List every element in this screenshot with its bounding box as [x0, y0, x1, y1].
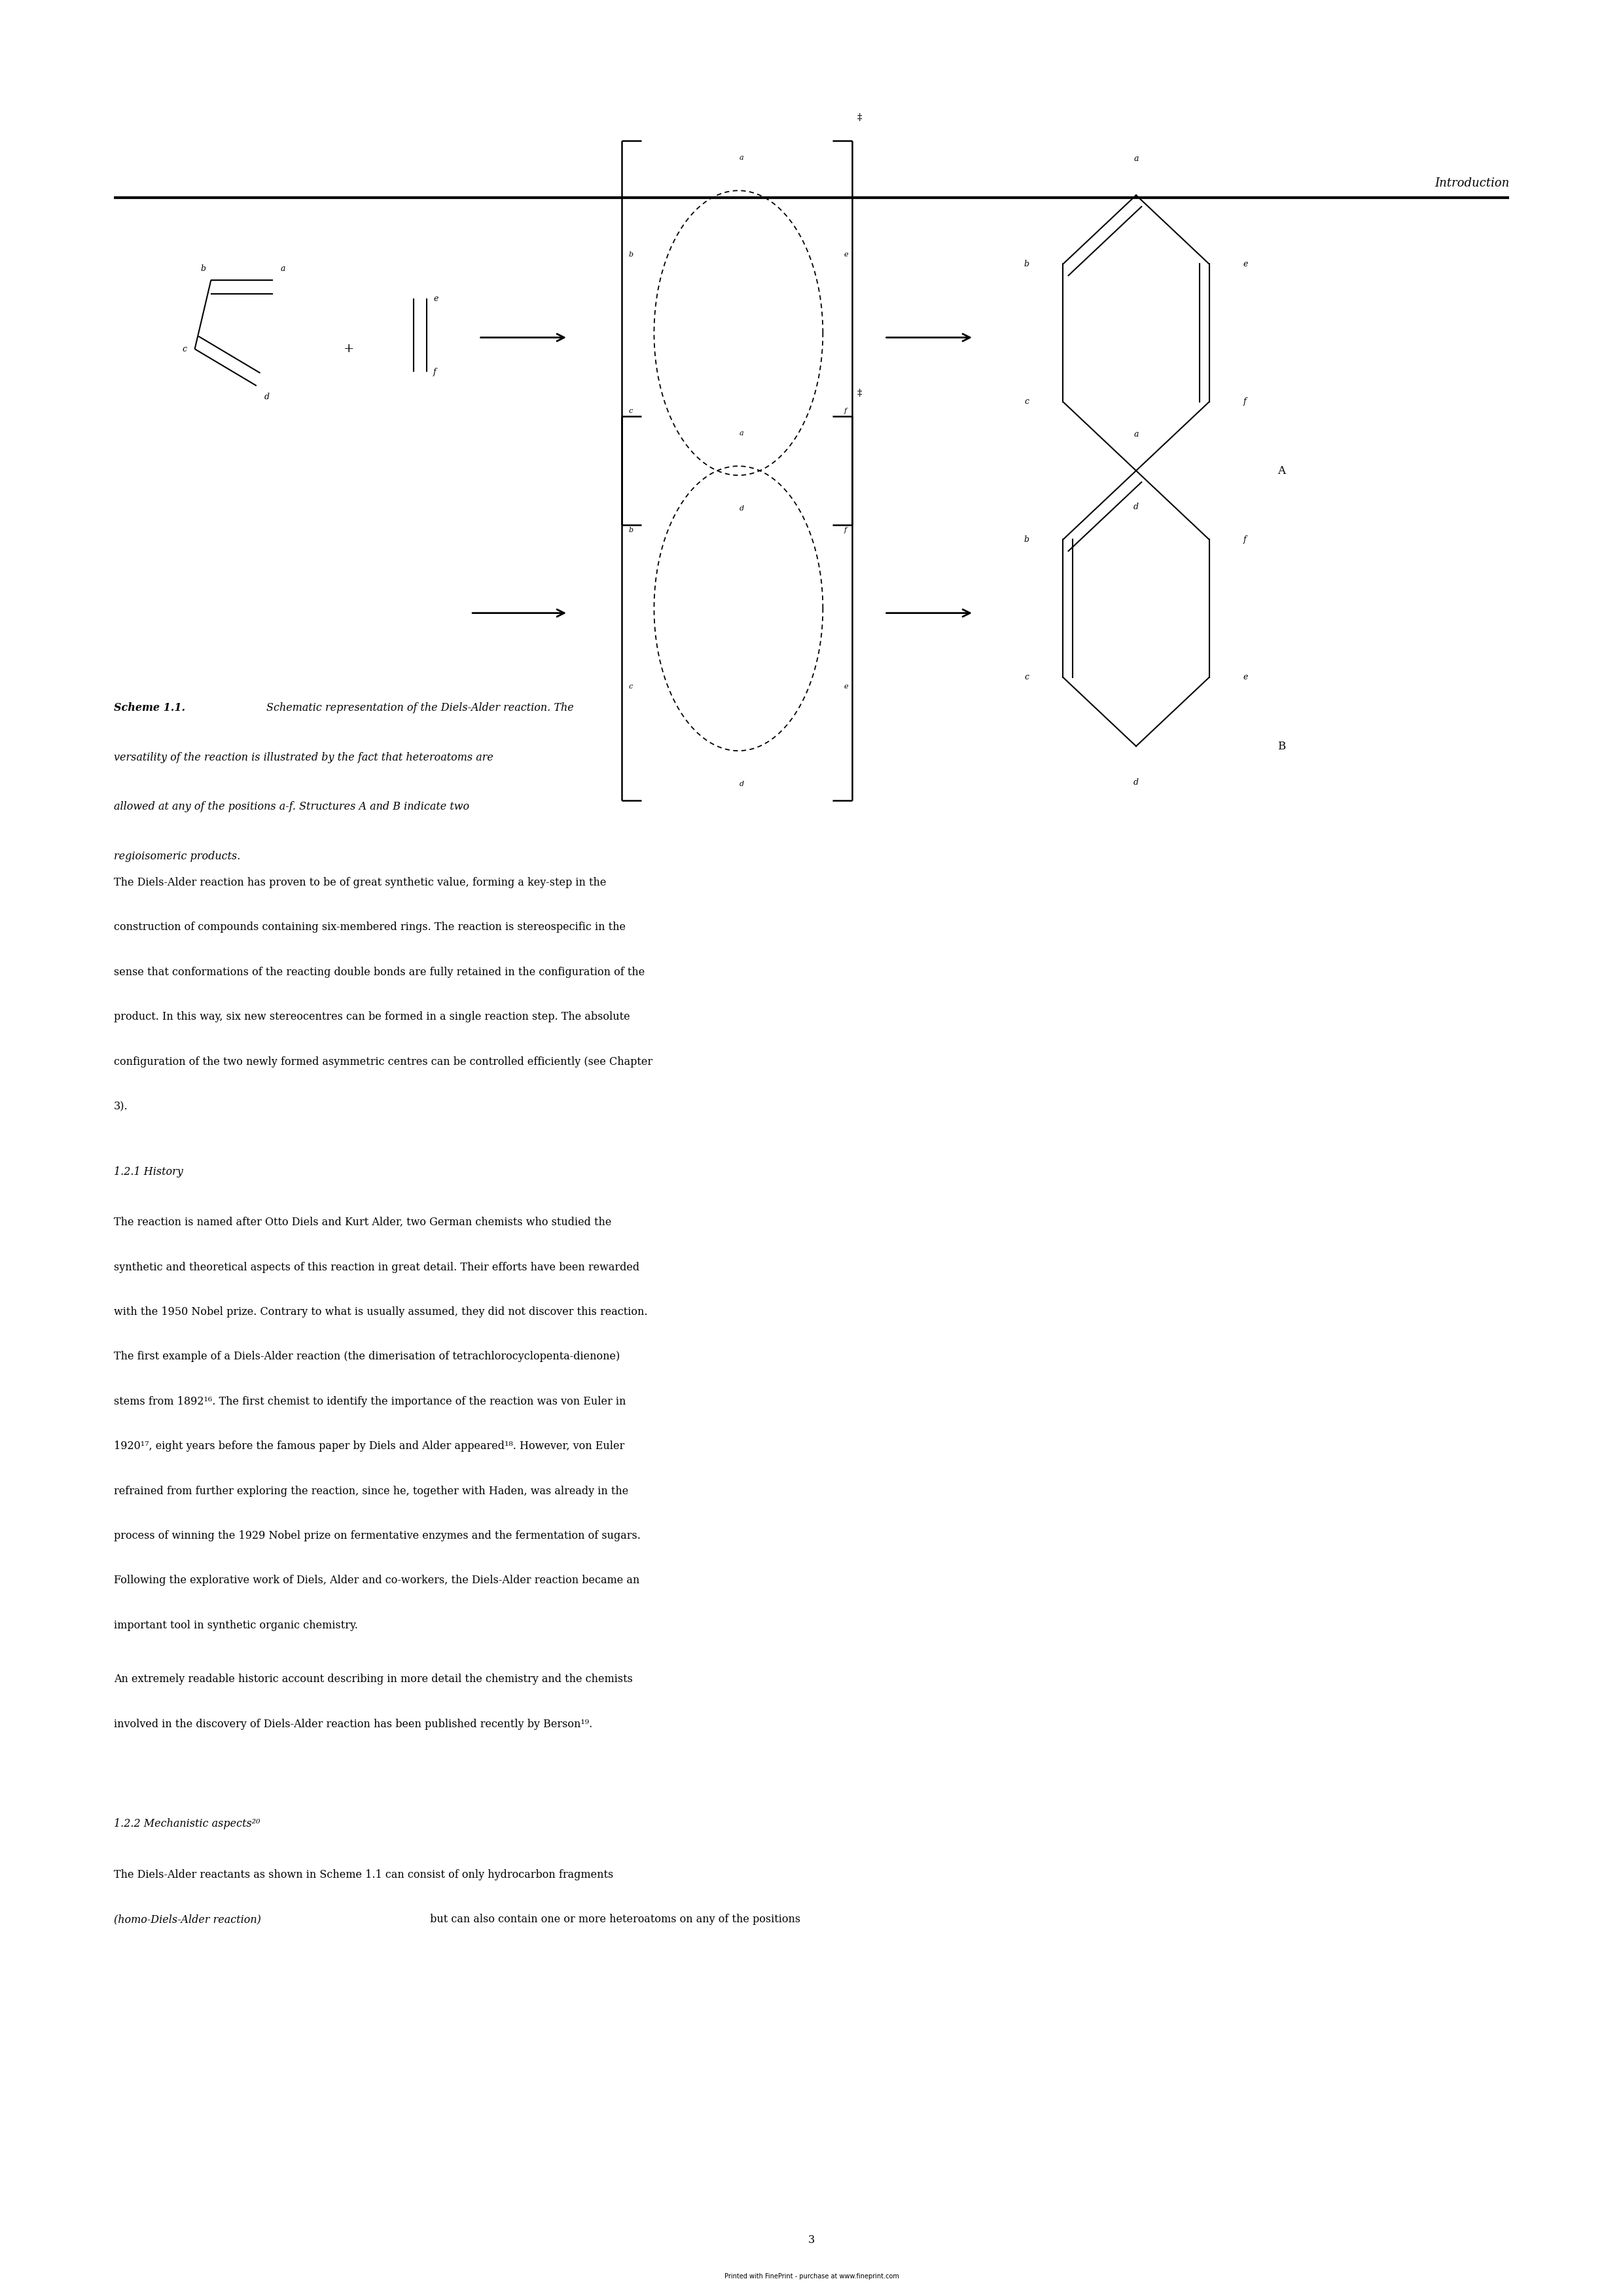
Text: e: e: [844, 250, 849, 257]
Text: a: a: [740, 429, 743, 436]
Text: a: a: [740, 154, 743, 161]
Text: with the 1950 Nobel prize. Contrary to what is usually assumed, they did not dis: with the 1950 Nobel prize. Contrary to w…: [114, 1306, 648, 1318]
Text: synthetic and theoretical aspects of this reaction in great detail. Their effort: synthetic and theoretical aspects of thi…: [114, 1263, 639, 1272]
Text: b: b: [628, 250, 633, 257]
Text: 3: 3: [808, 2234, 815, 2245]
Text: b: b: [201, 264, 206, 273]
Text: e: e: [433, 294, 438, 303]
Text: d: d: [1133, 503, 1139, 512]
Text: 1.2.1 History: 1.2.1 History: [114, 1166, 183, 1178]
Text: a: a: [1133, 154, 1139, 163]
Text: Printed with FinePrint - purchase at www.fineprint.com: Printed with FinePrint - purchase at www…: [724, 2273, 899, 2280]
Text: configuration of the two newly formed asymmetric centres can be controlled effic: configuration of the two newly formed as…: [114, 1056, 652, 1068]
Text: regioisomeric products.: regioisomeric products.: [114, 852, 240, 861]
Text: construction of compounds containing six-membered rings. The reaction is stereos: construction of compounds containing six…: [114, 921, 625, 932]
Text: d: d: [740, 781, 743, 788]
Text: a: a: [1133, 429, 1139, 439]
Text: ‡: ‡: [857, 113, 862, 122]
Text: product. In this way, six new stereocentres can be formed in a single reaction s: product. In this way, six new stereocent…: [114, 1010, 630, 1022]
Text: 3).: 3).: [114, 1102, 128, 1111]
Text: (homo-Diels-Alder reaction): (homo-Diels-Alder reaction): [114, 1915, 261, 1924]
Text: Following the explorative work of Diels, Alder and co-workers, the Diels-Alder r: Following the explorative work of Diels,…: [114, 1575, 639, 1587]
Text: f: f: [844, 409, 847, 416]
Text: b: b: [628, 526, 633, 533]
Text: e: e: [1243, 259, 1248, 269]
Text: Scheme 1.1.: Scheme 1.1.: [114, 703, 185, 714]
Text: B: B: [1277, 742, 1285, 751]
Text: important tool in synthetic organic chemistry.: important tool in synthetic organic chem…: [114, 1621, 357, 1630]
Text: f: f: [1243, 397, 1246, 406]
Text: A: A: [1277, 466, 1285, 475]
Text: Introduction: Introduction: [1435, 177, 1509, 188]
Text: d: d: [1133, 778, 1139, 788]
Text: versatility of the reaction is illustrated by the fact that heteroatoms are: versatility of the reaction is illustrat…: [114, 751, 493, 762]
Text: f: f: [844, 526, 847, 533]
Text: stems from 1892¹⁶. The first chemist to identify the importance of the reaction : stems from 1892¹⁶. The first chemist to …: [114, 1396, 625, 1407]
Text: d: d: [740, 505, 743, 512]
Text: c: c: [1024, 397, 1029, 406]
Text: Schematic representation of the Diels-Alder reaction. The: Schematic representation of the Diels-Al…: [266, 703, 573, 714]
Text: c: c: [182, 344, 187, 354]
Text: The first example of a Diels-Alder reaction (the dimerisation of tetrachlorocycl: The first example of a Diels-Alder react…: [114, 1350, 620, 1362]
Text: b: b: [1024, 535, 1029, 544]
Text: An extremely readable historic account describing in more detail the chemistry a: An extremely readable historic account d…: [114, 1674, 633, 1685]
Text: c: c: [1024, 673, 1029, 682]
Text: e: e: [1243, 673, 1248, 682]
Text: b: b: [1024, 259, 1029, 269]
Text: f: f: [1243, 535, 1246, 544]
Text: a: a: [281, 264, 286, 273]
Text: The Diels-Alder reaction has proven to be of great synthetic value, forming a ke: The Diels-Alder reaction has proven to b…: [114, 877, 605, 889]
Text: 1920¹⁷, eight years before the famous paper by Diels and Alder appeared¹⁸. Howev: 1920¹⁷, eight years before the famous pa…: [114, 1442, 625, 1451]
Text: +: +: [344, 342, 354, 356]
Text: sense that conformations of the reacting double bonds are fully retained in the : sense that conformations of the reacting…: [114, 967, 644, 978]
Text: d: d: [265, 393, 269, 402]
Text: c: c: [628, 684, 633, 691]
Text: 1.2.2 Mechanistic aspects²⁰: 1.2.2 Mechanistic aspects²⁰: [114, 1818, 260, 1830]
Text: allowed at any of the positions a-f. Structures A and B indicate two: allowed at any of the positions a-f. Str…: [114, 801, 469, 813]
Text: but can also contain one or more heteroatoms on any of the positions: but can also contain one or more heteroa…: [427, 1915, 800, 1924]
Text: f: f: [433, 367, 437, 377]
Text: c: c: [628, 409, 633, 416]
Text: The Diels-Alder reactants as shown in Scheme 1.1 can consist of only hydrocarbon: The Diels-Alder reactants as shown in Sc…: [114, 1869, 613, 1880]
Text: involved in the discovery of Diels-Alder reaction has been published recently by: involved in the discovery of Diels-Alder…: [114, 1717, 592, 1729]
Text: The reaction is named after Otto Diels and Kurt Alder, two German chemists who s: The reaction is named after Otto Diels a…: [114, 1217, 612, 1228]
Text: ‡: ‡: [857, 388, 862, 397]
Text: refrained from further exploring the reaction, since he, together with Haden, wa: refrained from further exploring the rea…: [114, 1486, 628, 1497]
Text: e: e: [844, 684, 849, 691]
Text: process of winning the 1929 Nobel prize on fermentative enzymes and the fermenta: process of winning the 1929 Nobel prize …: [114, 1531, 641, 1541]
